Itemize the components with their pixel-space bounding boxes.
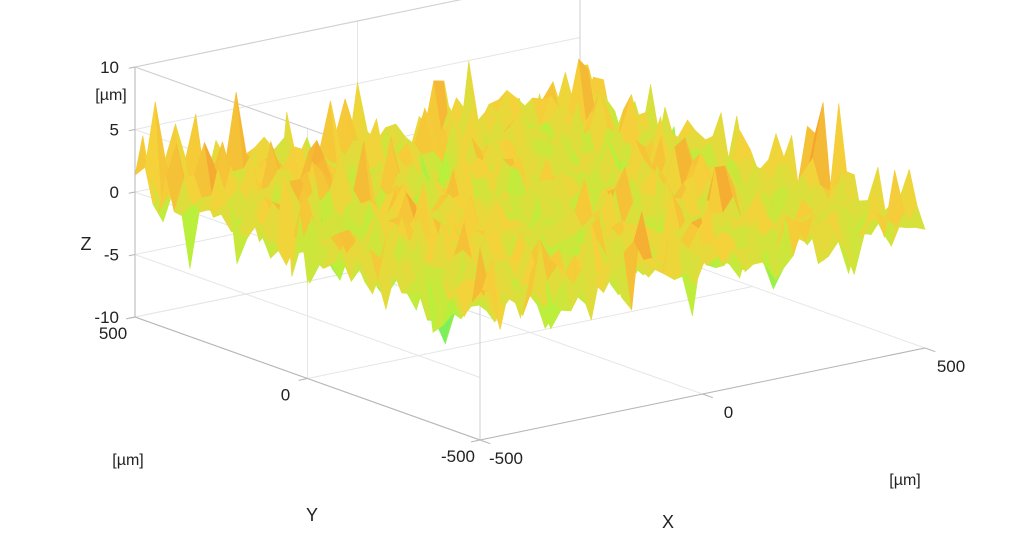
x-tick-label: 0 <box>724 403 733 422</box>
z-tick-label: -5 <box>104 246 119 265</box>
z-tick-mark <box>128 191 136 194</box>
z-axis-title: Z <box>81 234 92 254</box>
box-edge <box>134 0 462 68</box>
z-tick-label: 5 <box>110 121 119 140</box>
surface-plot <box>134 58 926 345</box>
y-tick-mark <box>298 378 308 381</box>
z-tick-mark <box>128 316 136 319</box>
z-tick-label: -10 <box>94 308 119 327</box>
z-tick-label: 10 <box>100 58 119 77</box>
y-tick-label: 500 <box>99 324 127 343</box>
z-tick-label: 0 <box>110 183 119 202</box>
z-tick-mark <box>128 254 136 257</box>
surface-patch <box>906 205 926 230</box>
y-tick-label: -500 <box>441 447 475 466</box>
x-tick-label: -500 <box>489 449 523 468</box>
y-axis-unit: [µm] <box>112 452 143 469</box>
grid-line <box>307 286 753 379</box>
x-axis-unit: [µm] <box>889 472 920 489</box>
axis-labels: X Y Z [µm] [µm] [µm] <box>81 87 921 532</box>
z-axis-unit: [µm] <box>95 87 126 104</box>
z-tick-mark <box>128 66 136 69</box>
x-axis-title: X <box>662 512 674 532</box>
y-tick-label: 0 <box>281 386 290 405</box>
x-tick-label: 500 <box>937 357 965 376</box>
z-tick-mark <box>128 129 136 132</box>
x-tick-mark <box>479 439 491 445</box>
y-axis-title: Y <box>306 505 318 525</box>
x-tick-mark <box>924 347 936 353</box>
x-tick-mark <box>702 393 714 399</box>
y-tick-mark <box>470 439 481 443</box>
